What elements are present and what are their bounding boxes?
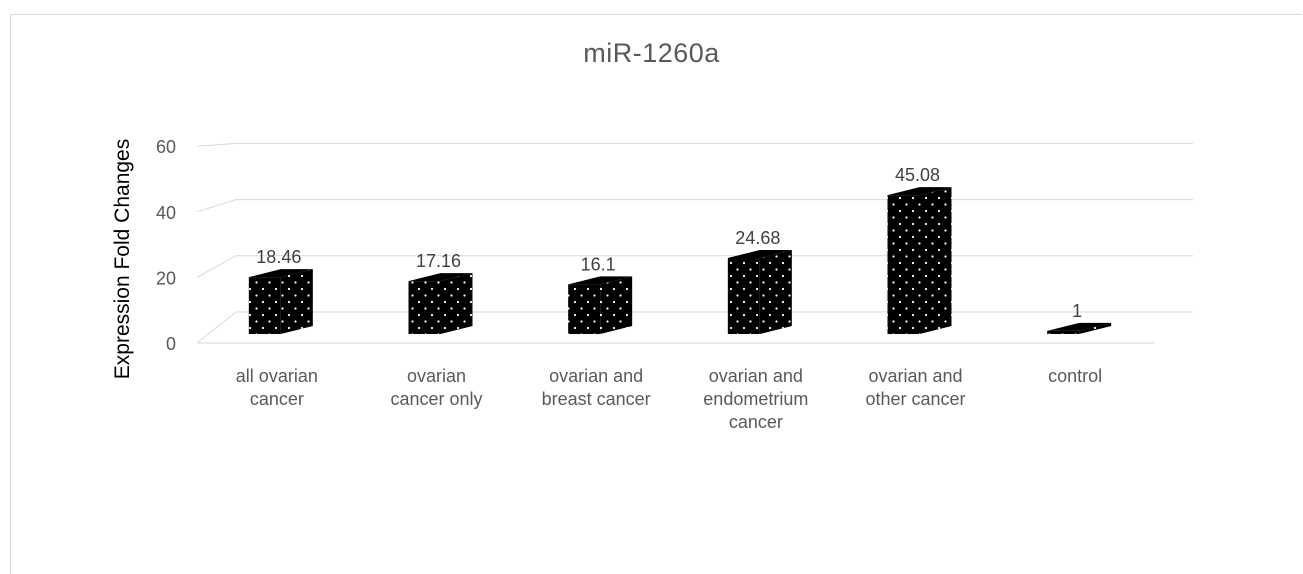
bar-top	[568, 276, 633, 285]
x-tick-label: ovarian	[407, 366, 466, 386]
x-tick-label: control	[1048, 366, 1102, 386]
bar-front	[1047, 330, 1080, 334]
y-tick-label: 40	[156, 203, 176, 223]
bar-side	[600, 276, 633, 334]
bar-top	[408, 273, 473, 282]
data-label: 17.16	[416, 251, 461, 271]
bar	[408, 273, 473, 334]
bar-top	[887, 187, 952, 196]
bar	[887, 187, 952, 334]
y-tick-label: 60	[156, 137, 176, 157]
bar	[727, 249, 792, 334]
data-label: 18.46	[256, 247, 301, 267]
x-tick-label: cancer	[250, 389, 304, 409]
data-label: 16.1	[581, 254, 616, 274]
x-tick-label: ovarian and	[709, 366, 803, 386]
bar-front	[568, 284, 601, 334]
data-label: 1	[1072, 301, 1082, 321]
gridline-diagonal	[196, 311, 237, 344]
bar-side	[280, 269, 313, 334]
x-tick-label: ovarian and	[549, 366, 643, 386]
bar	[568, 276, 633, 334]
gridline-diagonal	[196, 142, 237, 147]
data-label: 24.68	[735, 228, 780, 248]
x-tick-label: other cancer	[865, 389, 965, 409]
bar	[1047, 322, 1112, 334]
y-tick-label: 0	[166, 334, 176, 354]
bar-side	[440, 273, 473, 334]
bar-front	[887, 195, 920, 334]
x-tick-label: breast cancer	[542, 389, 651, 409]
bar	[248, 269, 313, 334]
bar-front	[408, 281, 441, 334]
y-tick-label: 20	[156, 268, 176, 288]
x-tick-label: cancer only	[390, 389, 482, 409]
bar-top	[727, 249, 792, 258]
gridline-diagonal	[196, 199, 237, 213]
bar-front	[727, 257, 760, 334]
bar-side	[919, 187, 952, 334]
x-tick-label: cancer	[729, 412, 783, 432]
data-label: 45.08	[895, 165, 940, 185]
bar-side	[759, 249, 792, 334]
x-tick-label: endometrium	[703, 389, 808, 409]
bar-top	[1047, 322, 1112, 331]
x-tick-label: ovarian and	[868, 366, 962, 386]
bar-side	[1079, 322, 1112, 334]
x-tick-label: all ovarian	[236, 366, 318, 386]
chart-frame	[10, 14, 1302, 574]
chart-title: miR-1260a	[583, 38, 720, 68]
gridline-diagonal	[196, 255, 237, 278]
bar-front	[248, 277, 281, 334]
bar-top	[248, 269, 313, 278]
